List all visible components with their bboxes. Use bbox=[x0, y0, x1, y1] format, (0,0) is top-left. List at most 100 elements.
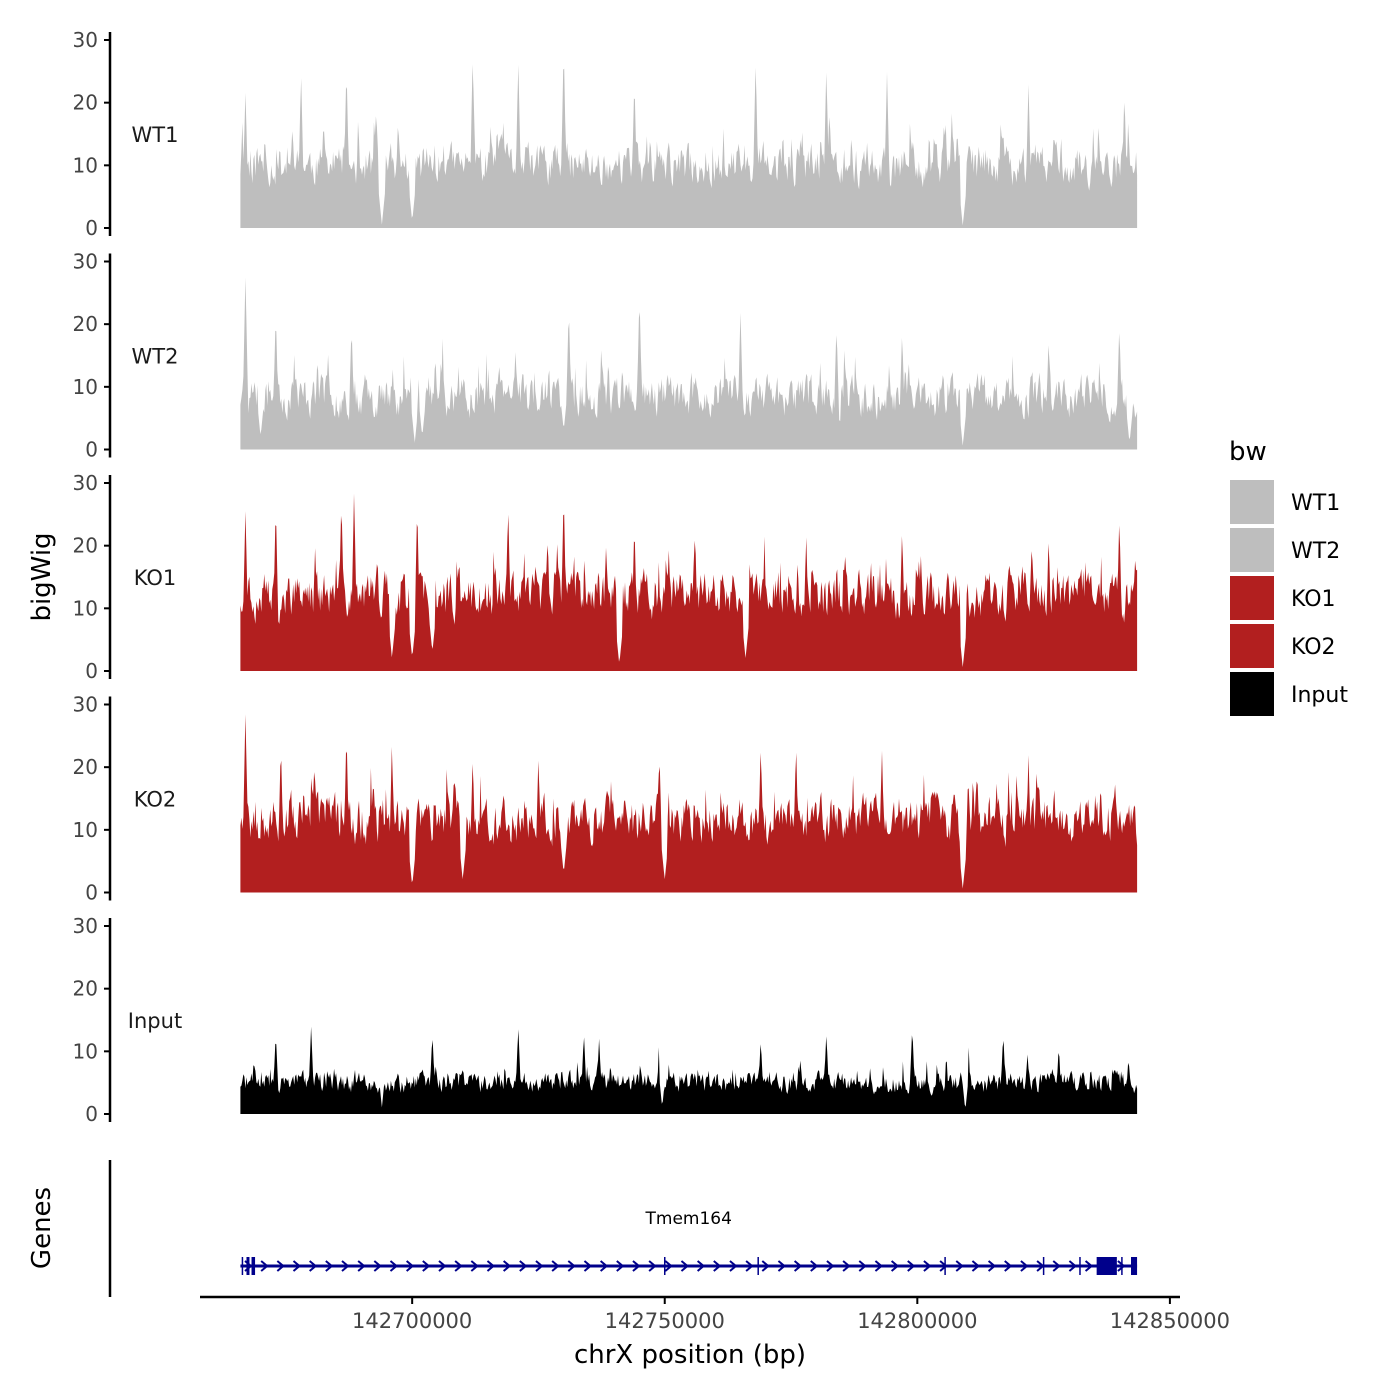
strand-arrow-icon bbox=[470, 1260, 479, 1272]
strand-arrow-icon bbox=[357, 1260, 366, 1272]
legend-swatch-input bbox=[1230, 672, 1274, 716]
strand-arrow-icon bbox=[486, 1260, 496, 1272]
panel-label: WT2 bbox=[132, 345, 179, 369]
legend-swatch-wt2 bbox=[1230, 528, 1274, 572]
y-tick-label: 30 bbox=[73, 28, 98, 52]
strand-arrow-icon bbox=[713, 1260, 722, 1272]
legend-title: bw bbox=[1229, 437, 1267, 467]
strand-arrow-icon bbox=[325, 1260, 334, 1272]
panel-label: KO2 bbox=[134, 788, 177, 812]
panel-label: KO1 bbox=[134, 566, 177, 590]
strand-arrow-icon bbox=[551, 1260, 560, 1272]
gene-exon bbox=[1096, 1257, 1117, 1275]
strand-arrow-icon bbox=[810, 1260, 819, 1272]
signal-area-wt2 bbox=[240, 277, 1138, 450]
strand-arrow-icon bbox=[923, 1260, 932, 1272]
y-tick-label: 20 bbox=[73, 312, 98, 336]
legend-label-ko1: KO1 bbox=[1291, 587, 1336, 612]
strand-arrow-icon bbox=[1020, 1260, 1029, 1272]
legend-swatch-ko2 bbox=[1230, 624, 1274, 668]
strand-arrow-icon bbox=[858, 1260, 867, 1272]
y-tick-label: 0 bbox=[85, 438, 98, 462]
signal-area-input bbox=[240, 1026, 1138, 1114]
y-tick-label: 10 bbox=[73, 375, 98, 399]
genes-axis-title: Genes bbox=[27, 1187, 57, 1269]
x-tick-label: 142700000 bbox=[352, 1309, 472, 1333]
strand-arrow-icon bbox=[971, 1260, 980, 1272]
y-tick-label: 20 bbox=[73, 534, 98, 558]
strand-arrow-icon bbox=[826, 1260, 835, 1272]
strand-arrow-icon bbox=[955, 1260, 964, 1272]
legend-label-input: Input bbox=[1291, 683, 1348, 708]
strand-arrow-icon bbox=[519, 1260, 528, 1272]
strand-arrow-icon bbox=[729, 1260, 738, 1272]
strand-arrow-icon bbox=[696, 1260, 706, 1272]
signal-area-ko2 bbox=[240, 714, 1138, 893]
strand-arrow-icon bbox=[648, 1260, 657, 1272]
gene-exon bbox=[1131, 1257, 1138, 1275]
x-axis: 142700000 142750000 142800000 142850000 bbox=[200, 1295, 1230, 1333]
panel-label: Input bbox=[128, 1009, 182, 1033]
strand-arrow-icon bbox=[422, 1260, 431, 1272]
strand-arrow-icon bbox=[745, 1260, 754, 1272]
y-tick-label: 10 bbox=[73, 818, 98, 842]
strand-arrow-icon bbox=[309, 1260, 318, 1272]
strand-arrow-icon bbox=[890, 1260, 900, 1272]
y-tick-label: 30 bbox=[73, 914, 98, 938]
strand-arrow-icon bbox=[1052, 1260, 1061, 1272]
bigwig-tracks: 0 10 20 30 WT1 0 10 20 30 WT2 0 10 20 30 KO1 0 10 20 30 KO2… bbox=[73, 28, 1138, 1126]
strand-arrow-icon bbox=[793, 1260, 803, 1272]
legend-swatch-wt1 bbox=[1230, 480, 1274, 524]
track-wt2: 0 10 20 30 WT2 bbox=[73, 250, 1138, 462]
track-ko1: 0 10 20 30 KO1 bbox=[73, 471, 1138, 683]
genes-track: Tmem164 bbox=[108, 1160, 1138, 1297]
strand-arrow-icon bbox=[1117, 1260, 1126, 1272]
legend-label-wt2: WT2 bbox=[1291, 539, 1340, 564]
y-tick-label: 30 bbox=[73, 250, 98, 274]
y-tick-label: 20 bbox=[73, 91, 98, 115]
gene-exon bbox=[246, 1257, 250, 1275]
strand-arrow-icon bbox=[1084, 1260, 1094, 1272]
track-ko2: 0 10 20 30 KO2 bbox=[73, 693, 1138, 905]
strand-arrow-icon bbox=[842, 1260, 851, 1272]
strand-arrow-icon bbox=[502, 1260, 512, 1272]
strand-arrow-icon bbox=[567, 1260, 576, 1272]
strand-arrow-icon bbox=[939, 1260, 948, 1272]
strand-arrow-icon bbox=[292, 1260, 302, 1272]
strand-arrow-icon bbox=[583, 1260, 593, 1272]
legend-label-ko2: KO2 bbox=[1291, 635, 1336, 660]
signal-area-ko1 bbox=[240, 493, 1138, 671]
y-tick-label: 10 bbox=[73, 1039, 98, 1063]
x-tick-label: 142750000 bbox=[605, 1309, 725, 1333]
x-tick-label: 142850000 bbox=[1110, 1309, 1230, 1333]
legend-label-wt1: WT1 bbox=[1291, 491, 1340, 516]
strand-arrow-icon bbox=[907, 1260, 916, 1272]
y-tick-label: 10 bbox=[73, 153, 98, 177]
strand-arrow-icon bbox=[405, 1260, 415, 1272]
strand-arrow-icon bbox=[680, 1260, 690, 1272]
strand-arrow-icon bbox=[389, 1260, 399, 1272]
strand-arrow-icon bbox=[761, 1260, 770, 1272]
panel-label: WT1 bbox=[132, 123, 179, 147]
track-wt1: 0 10 20 30 WT1 bbox=[73, 28, 1138, 240]
strand-arrow-icon bbox=[1068, 1260, 1077, 1272]
strand-arrow-icon bbox=[535, 1260, 544, 1272]
track-input: 0 10 20 30 Input bbox=[73, 914, 1138, 1126]
y-tick-label: 20 bbox=[73, 755, 98, 779]
legend: bw WT1 WT2 KO1 KO2 Input bbox=[1229, 437, 1348, 716]
strand-arrow-icon bbox=[632, 1260, 641, 1272]
strand-arrow-icon bbox=[664, 1260, 673, 1272]
strand-arrow-icon bbox=[777, 1260, 786, 1272]
y-tick-label: 0 bbox=[85, 216, 98, 240]
legend-swatch-ko1 bbox=[1230, 576, 1274, 620]
strand-arrow-icon bbox=[260, 1260, 269, 1272]
y-tick-label: 30 bbox=[73, 693, 98, 717]
strand-arrow-icon bbox=[987, 1260, 997, 1272]
y-tick-label: 0 bbox=[85, 881, 98, 905]
y-axis-title: bigWig bbox=[27, 532, 57, 621]
y-tick-label: 0 bbox=[85, 659, 98, 683]
strand-arrow-icon bbox=[276, 1260, 285, 1272]
strand-arrow-icon bbox=[341, 1260, 350, 1272]
strand-arrow-icon bbox=[1004, 1260, 1013, 1272]
